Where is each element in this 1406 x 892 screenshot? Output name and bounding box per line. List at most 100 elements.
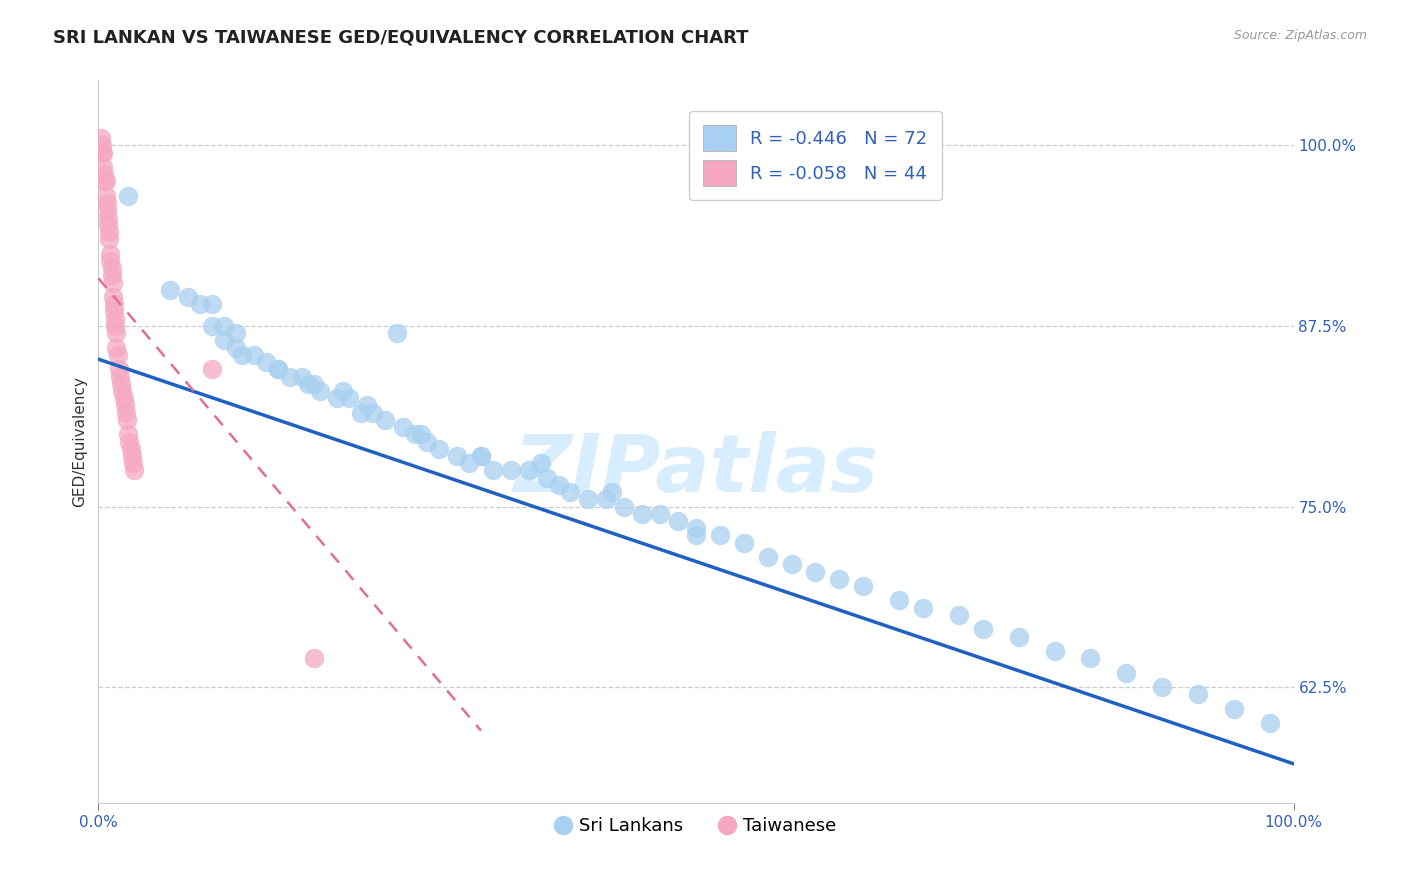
Point — [363, 406, 385, 420]
Point — [613, 500, 636, 514]
Point — [91, 138, 114, 153]
Point — [302, 376, 325, 391]
Point — [225, 326, 247, 340]
Point — [756, 550, 779, 565]
Point — [1152, 680, 1174, 694]
Point — [243, 348, 266, 362]
Point — [536, 471, 558, 485]
Point — [291, 369, 314, 384]
Point — [1043, 644, 1066, 658]
Point — [350, 406, 373, 420]
Point — [103, 304, 125, 318]
Point — [100, 268, 122, 283]
Point — [278, 369, 301, 384]
Point — [91, 145, 114, 160]
Point — [602, 485, 624, 500]
Legend: Sri Lankans, Taiwanese: Sri Lankans, Taiwanese — [547, 808, 845, 845]
Point — [124, 463, 146, 477]
Point — [110, 376, 132, 391]
Y-axis label: GED/Equivalency: GED/Equivalency — [72, 376, 87, 507]
Point — [302, 651, 325, 665]
Point — [212, 318, 235, 333]
Point — [97, 211, 120, 225]
Point — [117, 427, 139, 442]
Point — [297, 376, 319, 391]
Point — [118, 434, 141, 449]
Point — [159, 283, 181, 297]
Point — [104, 311, 127, 326]
Point — [117, 189, 139, 203]
Point — [385, 326, 409, 340]
Point — [666, 514, 689, 528]
Point — [98, 225, 121, 239]
Point — [578, 492, 600, 507]
Point — [111, 384, 134, 398]
Point — [356, 399, 378, 413]
Point — [231, 348, 253, 362]
Point — [404, 427, 426, 442]
Point — [98, 232, 121, 246]
Point — [121, 449, 143, 463]
Point — [374, 413, 396, 427]
Point — [104, 318, 127, 333]
Point — [595, 492, 617, 507]
Point — [100, 261, 122, 276]
Point — [91, 160, 114, 174]
Point — [631, 507, 654, 521]
Point — [1258, 716, 1281, 731]
Point — [212, 334, 235, 348]
Point — [332, 384, 354, 398]
Text: Source: ZipAtlas.com: Source: ZipAtlas.com — [1233, 29, 1367, 42]
Point — [122, 456, 145, 470]
Point — [201, 318, 224, 333]
Point — [499, 463, 522, 477]
Point — [1080, 651, 1102, 665]
Point — [685, 528, 707, 542]
Point — [1008, 630, 1031, 644]
Point — [470, 449, 492, 463]
Point — [120, 442, 142, 456]
Point — [1187, 688, 1209, 702]
Point — [103, 297, 125, 311]
Point — [96, 203, 118, 218]
Point — [267, 362, 290, 376]
Point — [101, 276, 124, 290]
Text: SRI LANKAN VS TAIWANESE GED/EQUIVALENCY CORRELATION CHART: SRI LANKAN VS TAIWANESE GED/EQUIVALENCY … — [53, 29, 749, 46]
Point — [446, 449, 468, 463]
Point — [648, 507, 672, 521]
Point — [177, 290, 200, 304]
Point — [101, 290, 124, 304]
Point — [339, 391, 361, 405]
Point — [685, 521, 707, 535]
Point — [254, 355, 277, 369]
Point — [93, 167, 115, 181]
Point — [201, 362, 224, 376]
Point — [411, 427, 433, 442]
Point — [115, 406, 138, 420]
Point — [828, 572, 851, 586]
Point — [1115, 665, 1137, 680]
Point — [308, 384, 330, 398]
Point — [107, 362, 129, 376]
Point — [972, 623, 994, 637]
Point — [547, 478, 569, 492]
Point — [108, 369, 131, 384]
Point — [267, 362, 290, 376]
Point — [94, 174, 117, 188]
Point — [91, 145, 114, 160]
Point — [852, 579, 875, 593]
Point — [90, 131, 112, 145]
Point — [96, 196, 118, 211]
Point — [188, 297, 211, 311]
Point — [530, 456, 553, 470]
Point — [105, 326, 128, 340]
Point — [114, 399, 136, 413]
Point — [201, 297, 224, 311]
Point — [326, 391, 349, 405]
Point — [517, 463, 540, 477]
Point — [709, 528, 731, 542]
Point — [481, 463, 505, 477]
Point — [427, 442, 450, 456]
Point — [93, 174, 115, 188]
Point — [98, 246, 122, 260]
